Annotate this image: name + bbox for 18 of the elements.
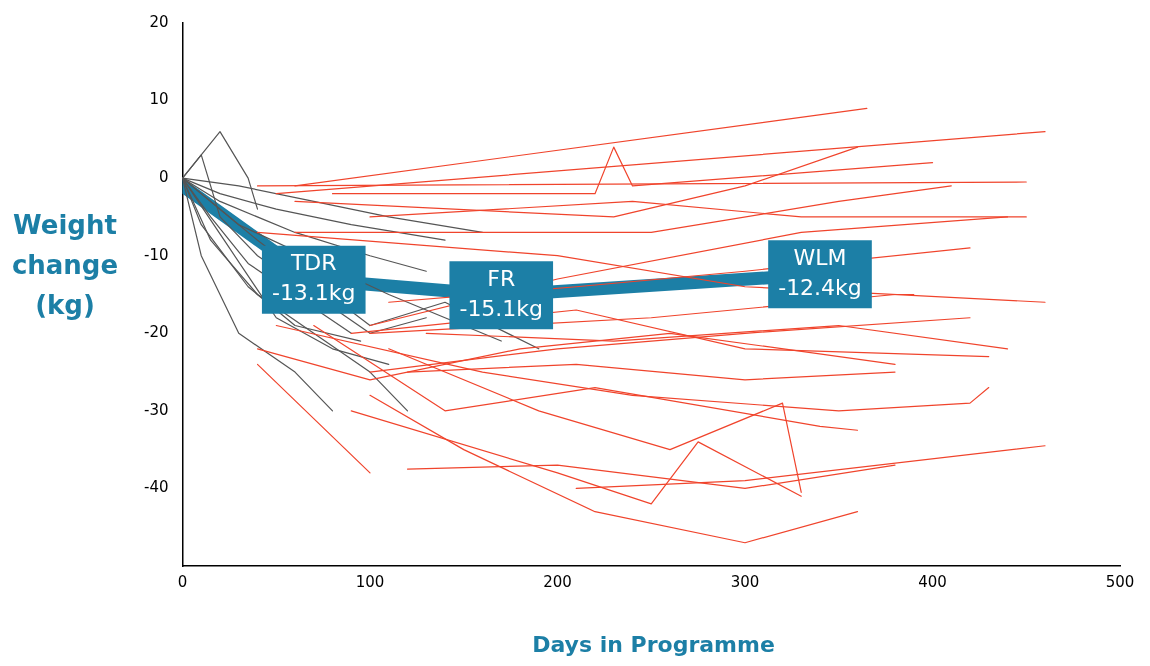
annotation: WLM -12.4kg [778,245,862,301]
x-tick-label: 300 [730,572,760,591]
y-tick-label: -30 [144,400,169,419]
x-tick-label: 400 [918,572,947,591]
x-tick-label: 500 [1105,572,1135,591]
y-tick-label: -40 [144,478,169,497]
annotation: FR -15.1kg [459,265,544,321]
y-tick-label: -20 [144,323,169,342]
x-tick-label: 200 [543,572,572,591]
y-tick-label: 10 [149,90,169,109]
y-axis-title: Weight change (kg) [10,209,120,322]
y-tick-label: 0 [158,168,169,187]
x-axis-title: Days in Programme [531,632,776,657]
x-tick-label: 100 [355,572,385,591]
y-tick-label: -10 [144,245,169,264]
x-tick-label: 0 [177,572,188,591]
y-tick-label: 20 [149,12,169,31]
annotation: TDR -13.1kg [271,250,356,306]
